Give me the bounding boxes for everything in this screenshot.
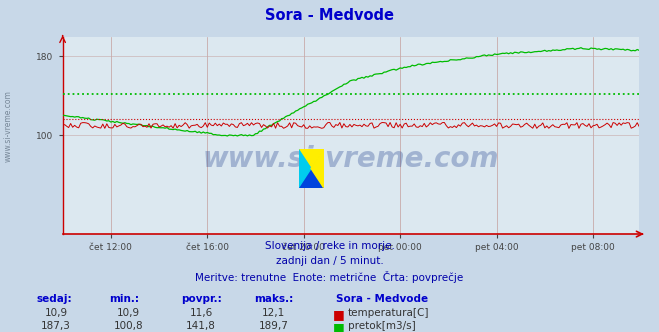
Text: pretok[m3/s]: pretok[m3/s] xyxy=(348,321,416,331)
Text: 10,9: 10,9 xyxy=(117,308,140,318)
Polygon shape xyxy=(299,149,324,169)
Text: Slovenija / reke in morje.: Slovenija / reke in morje. xyxy=(264,241,395,251)
Text: sedaj:: sedaj: xyxy=(36,294,72,304)
Text: 100,8: 100,8 xyxy=(114,321,143,331)
Text: ■: ■ xyxy=(333,308,345,321)
Polygon shape xyxy=(299,149,311,188)
Text: www.si-vreme.com: www.si-vreme.com xyxy=(203,145,499,173)
Text: 189,7: 189,7 xyxy=(258,321,289,331)
Polygon shape xyxy=(299,169,324,188)
Text: Sora - Medvode: Sora - Medvode xyxy=(265,8,394,23)
Text: min.:: min.: xyxy=(109,294,139,304)
Polygon shape xyxy=(311,149,324,188)
Text: 11,6: 11,6 xyxy=(189,308,213,318)
Text: 12,1: 12,1 xyxy=(262,308,285,318)
Text: 187,3: 187,3 xyxy=(41,321,71,331)
Text: Sora - Medvode: Sora - Medvode xyxy=(336,294,428,304)
Text: 10,9: 10,9 xyxy=(44,308,68,318)
Text: temperatura[C]: temperatura[C] xyxy=(348,308,430,318)
Text: www.si-vreme.com: www.si-vreme.com xyxy=(3,90,13,162)
Text: 141,8: 141,8 xyxy=(186,321,216,331)
Text: Meritve: trenutne  Enote: metrične  Črta: povprečje: Meritve: trenutne Enote: metrične Črta: … xyxy=(195,271,464,283)
Text: maks.:: maks.: xyxy=(254,294,293,304)
Text: zadnji dan / 5 minut.: zadnji dan / 5 minut. xyxy=(275,256,384,266)
Text: ■: ■ xyxy=(333,321,345,332)
Text: povpr.:: povpr.: xyxy=(181,294,222,304)
